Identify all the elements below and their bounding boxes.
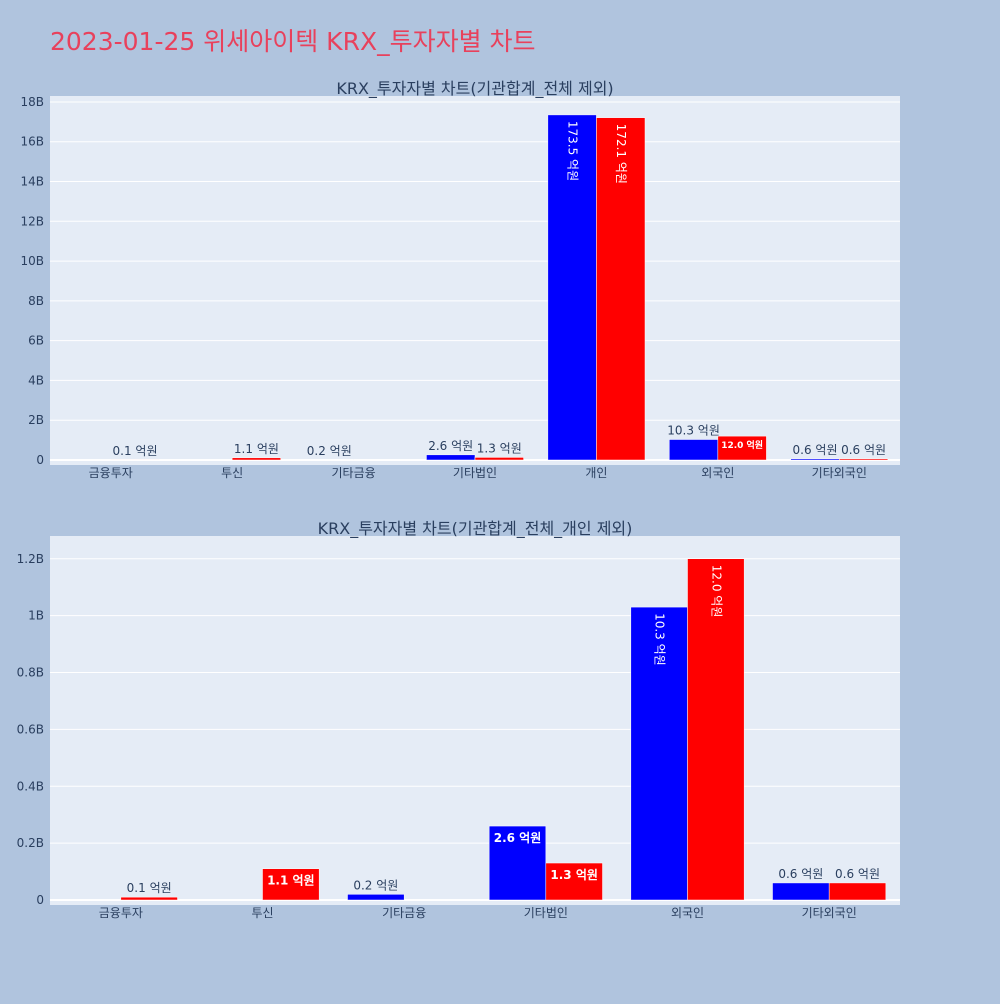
x-tick-label: 기타외국인 — [812, 466, 867, 480]
y-tick-label: 18B — [20, 95, 44, 109]
y-tick-label: 0 — [36, 893, 44, 907]
y-tick-label: 12B — [20, 214, 44, 228]
chart-title: KRX_투자자별 차트(기관합계_전체_개인 제외) — [318, 519, 633, 539]
y-tick-label: 0.2B — [17, 836, 44, 850]
x-tick-label: 기타외국인 — [802, 906, 857, 920]
x-tick-label: 외국인 — [701, 466, 734, 480]
bar-blue — [791, 459, 840, 460]
bar-blue — [773, 883, 830, 900]
x-tick-label: 기타법인 — [524, 906, 568, 920]
data-label: 12.0 억원 — [709, 565, 723, 618]
bar-red — [121, 897, 178, 900]
x-tick-label: 기타금융 — [382, 906, 426, 920]
chart-title: KRX_투자자별 차트(기관합계_전체 제외) — [336, 79, 613, 99]
data-label: 1.1 억원 — [234, 442, 279, 456]
data-label: 0.2 억원 — [307, 444, 352, 458]
x-tick-label: 기타금융 — [331, 466, 375, 480]
data-label: 1.1 억원 — [267, 874, 315, 888]
data-label: 12.0 억원 — [721, 439, 763, 451]
data-label: 0.6 억원 — [793, 443, 838, 457]
y-tick-label: 1B — [28, 609, 44, 623]
bar-red — [232, 458, 281, 460]
bar-blue — [426, 455, 475, 460]
plot-area — [50, 536, 900, 905]
chart-1: 0 2B 4B 6B 8B 10B 12B 14B 16B 18B KRX_투자자별 차트(기관합계… — [20, 79, 900, 480]
data-label: 0.6 억원 — [778, 867, 823, 881]
x-tick-label: 금융투자 — [99, 906, 143, 920]
plot-area — [50, 96, 900, 465]
data-label: 10.3 억원 — [653, 613, 667, 666]
y-tick-label: 4B — [28, 373, 44, 387]
x-tick-label: 투신 — [251, 906, 273, 920]
data-label: 0.6 억원 — [835, 867, 880, 881]
x-tick-label: 외국인 — [671, 906, 704, 920]
chart-2: 0 0.2B 0.4B 0.6B 0.8B 1B 1.2B KRX_투자자별 차트(기관합계_… — [17, 519, 900, 920]
y-tick-label: 1.2B — [17, 552, 44, 566]
y-tick-label: 14B — [20, 175, 44, 189]
data-label: 0.1 억원 — [127, 881, 172, 895]
x-tick-label: 투신 — [221, 466, 243, 480]
x-tick-label: 금융투자 — [89, 466, 133, 480]
page-title: 2023-01-25 위세아이텍 KRX_투자자별 차트 — [50, 22, 536, 58]
y-tick-label: 10B — [20, 254, 44, 268]
y-tick-label: 0 — [36, 453, 44, 467]
y-tick-label: 16B — [20, 135, 44, 149]
bar-red — [839, 459, 888, 460]
bar-red — [829, 883, 886, 900]
bar-blue — [348, 894, 405, 900]
y-tick-label: 2B — [28, 413, 44, 427]
bar-blue — [669, 440, 718, 460]
y-tick-label: 0.8B — [17, 666, 44, 680]
y-tick-label: 0.6B — [17, 722, 44, 736]
data-label: 173.5 억원 — [566, 121, 580, 181]
data-label: 10.3 억원 — [667, 424, 720, 438]
data-label: 0.6 억원 — [841, 443, 886, 457]
x-tick-label: 개인 — [585, 466, 607, 480]
y-tick-label: 8B — [28, 294, 44, 308]
data-label: 172.1 억원 — [614, 124, 628, 184]
bar-red — [475, 457, 524, 460]
x-tick-label: 기타법인 — [453, 466, 497, 480]
data-label: 2.6 억원 — [428, 439, 473, 453]
data-label: 0.2 억원 — [353, 878, 398, 892]
data-label: 1.3 억원 — [477, 441, 522, 455]
data-label: 1.3 억원 — [550, 868, 598, 882]
data-label: 2.6 억원 — [494, 831, 542, 845]
y-tick-label: 6B — [28, 334, 44, 348]
y-tick-label: 0.4B — [17, 779, 44, 793]
data-label: 0.1 억원 — [113, 444, 158, 458]
